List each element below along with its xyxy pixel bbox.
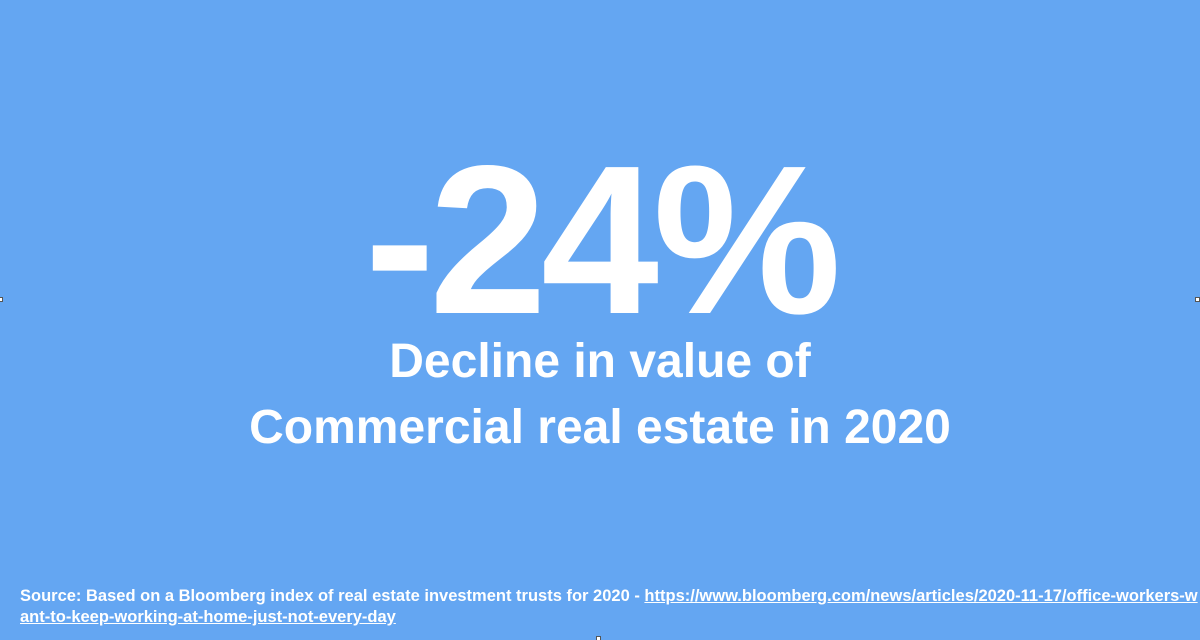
stat: -24% xyxy=(364,121,842,358)
source-text: Source: Based on a Bloomberg index of re… xyxy=(20,587,645,605)
selection-handle[interactable] xyxy=(1195,297,1200,302)
description-line: Commercial real estate in 2020 xyxy=(249,401,951,454)
selection-handle[interactable] xyxy=(596,636,601,640)
source-link[interactable]: https://www.bloomberg.com/news/articles/… xyxy=(20,587,1198,626)
selection-handle[interactable] xyxy=(0,297,3,302)
source-note: Source: Based on a Bloomberg index of re… xyxy=(20,586,1200,628)
description-line: Decline in value of xyxy=(389,335,811,388)
